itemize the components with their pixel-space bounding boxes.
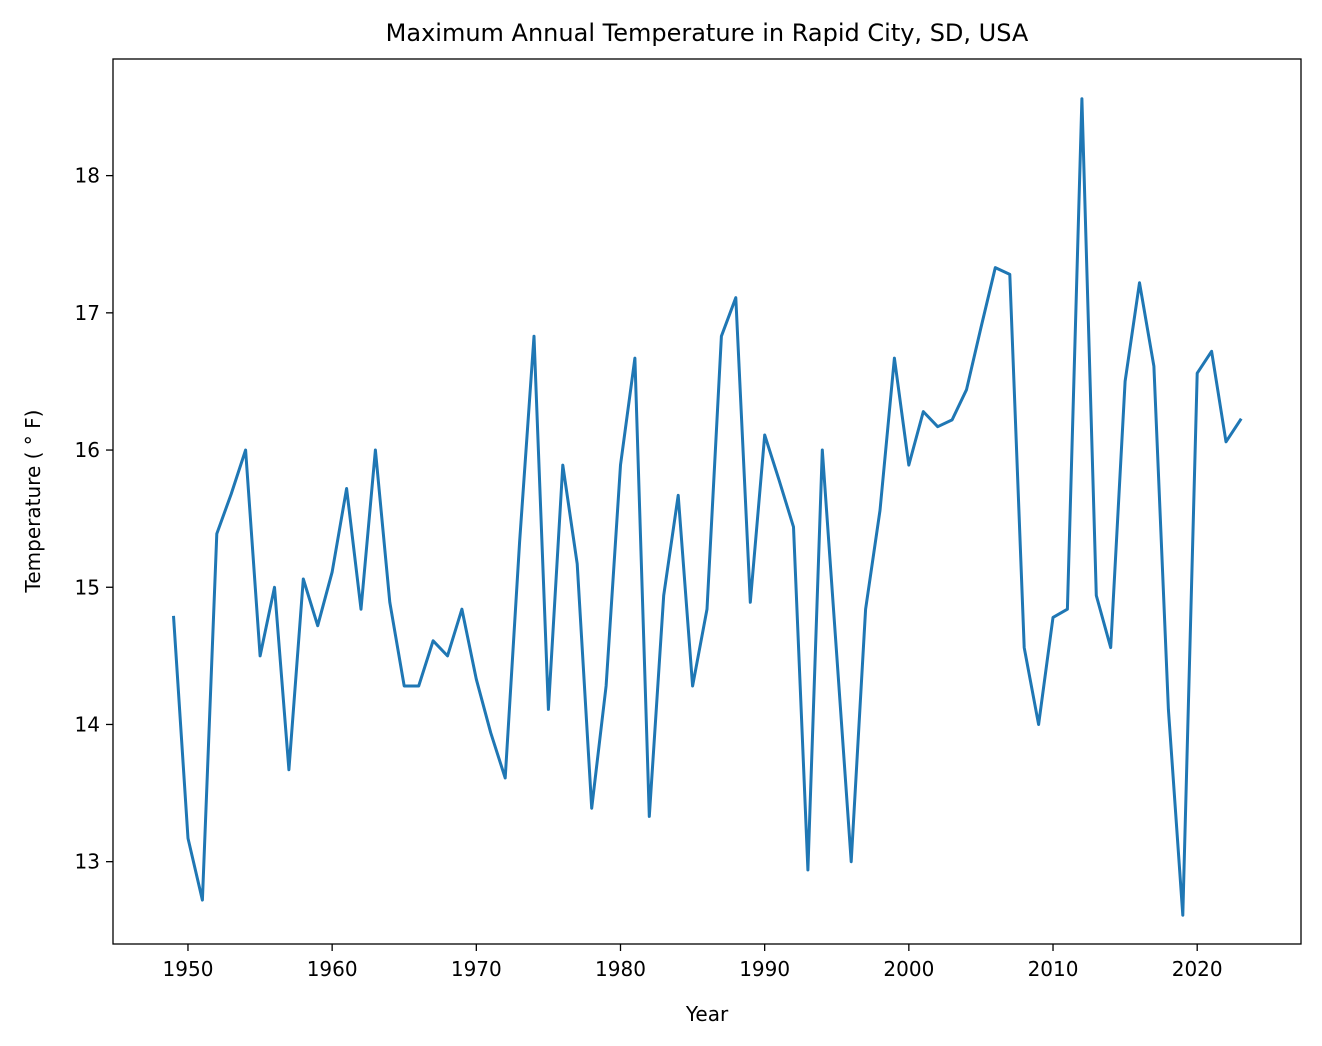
y-tick-label: 13 — [75, 850, 100, 874]
x-tick-label: 2000 — [883, 957, 934, 981]
x-tick-label: 1970 — [451, 957, 502, 981]
y-tick-label: 15 — [75, 575, 100, 599]
y-tick-label: 17 — [75, 301, 100, 325]
x-tick-label: 2020 — [1172, 957, 1223, 981]
x-tick-label: 1980 — [595, 957, 646, 981]
x-tick-label: 1960 — [307, 957, 358, 981]
x-tick-label: 1950 — [163, 957, 214, 981]
x-tick-label: 1990 — [739, 957, 790, 981]
y-tick-label: 16 — [75, 438, 100, 462]
series-line — [172, 97, 1243, 917]
y-tick-label: 14 — [75, 712, 100, 736]
x-tick-label: 2010 — [1028, 957, 1079, 981]
y-axis-label: Temperature ( ° F) — [21, 410, 45, 594]
y-axis: 13 14 15 16 17 18 — [75, 164, 113, 874]
x-axis-label: Year — [685, 1002, 729, 1026]
y-tick-label: 18 — [75, 164, 100, 188]
plot-frame — [112, 58, 1302, 945]
x-axis: 1950 1960 1970 1980 1990 2000 2010 2020 — [163, 944, 1223, 981]
chart-title: Maximum Annual Temperature in Rapid City… — [386, 19, 1029, 47]
